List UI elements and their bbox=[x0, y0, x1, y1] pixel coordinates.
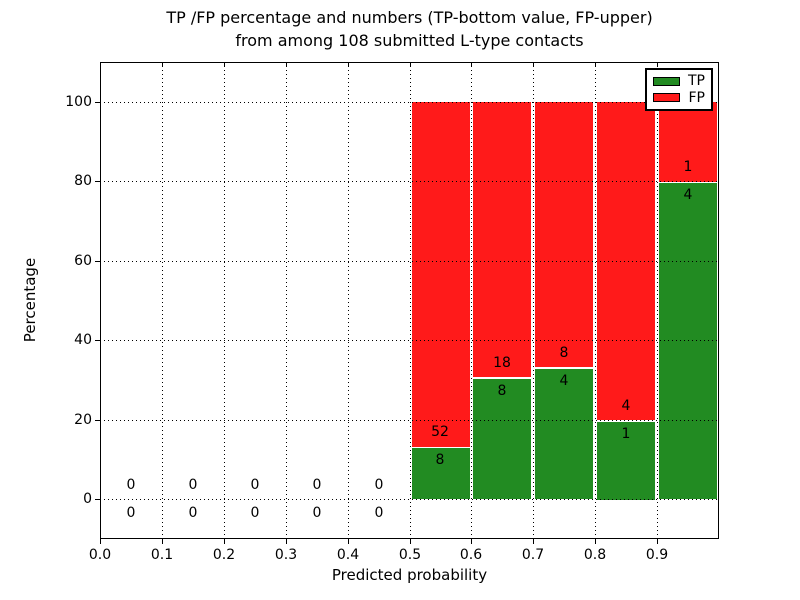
gridline-horizontal bbox=[100, 102, 719, 103]
bar-fp-segment bbox=[535, 102, 593, 367]
y-tick-label: 40 bbox=[74, 332, 92, 348]
y-tick-label: 20 bbox=[74, 412, 92, 428]
x-top-tick-mark bbox=[533, 63, 534, 67]
x-tick-label: 0.6 bbox=[459, 547, 483, 563]
y-tick-mark bbox=[95, 340, 100, 341]
gridline-vertical bbox=[410, 62, 411, 539]
y-tick-mark bbox=[95, 499, 100, 500]
x-tick-label: 0.9 bbox=[645, 547, 669, 563]
x-tick-mark bbox=[410, 539, 411, 544]
x-top-tick-mark bbox=[595, 63, 596, 67]
y-tick-mark bbox=[95, 261, 100, 262]
x-tick-mark bbox=[286, 539, 287, 544]
y-tick-mark bbox=[95, 420, 100, 421]
bar-fp-segment bbox=[473, 102, 531, 377]
chart-title: TP /FP percentage and numbers (TP-bottom… bbox=[100, 6, 719, 52]
x-tick-mark bbox=[471, 539, 472, 544]
y-axis-label: Percentage bbox=[21, 257, 39, 343]
gridline-vertical bbox=[348, 62, 349, 539]
x-top-tick-mark bbox=[657, 63, 658, 67]
fp-count-label: 0 bbox=[374, 477, 384, 493]
chart-title-line1: TP /FP percentage and numbers (TP-bottom… bbox=[166, 8, 653, 27]
gridline-horizontal bbox=[100, 261, 719, 262]
x-tick-mark bbox=[100, 539, 101, 544]
bar-tp-segment bbox=[597, 420, 655, 500]
tp-count-label: 0 bbox=[250, 505, 260, 521]
bar-tp-segment bbox=[412, 446, 470, 499]
x-tick-mark bbox=[348, 539, 349, 544]
x-top-tick-mark bbox=[224, 63, 225, 67]
gridline-vertical bbox=[162, 62, 163, 539]
bar-tp-segment bbox=[473, 377, 531, 499]
gridline-vertical bbox=[286, 62, 287, 539]
x-top-tick-mark bbox=[286, 63, 287, 67]
gridline-vertical bbox=[224, 62, 225, 539]
y-tick-label: 100 bbox=[65, 94, 92, 110]
x-tick-label: 0.0 bbox=[88, 547, 112, 563]
tp-legend-swatch-icon bbox=[653, 76, 680, 86]
x-top-tick-mark bbox=[348, 63, 349, 67]
y-tick-mark bbox=[95, 102, 100, 103]
gridline-vertical bbox=[657, 62, 658, 539]
gridline-vertical bbox=[595, 62, 596, 539]
bar-tp-segment bbox=[535, 367, 593, 499]
x-axis-label: Predicted probability bbox=[331, 566, 488, 584]
gridline-horizontal bbox=[100, 181, 719, 182]
x-tick-label: 0.8 bbox=[583, 547, 607, 563]
y-tick-label: 60 bbox=[74, 253, 92, 269]
tp-count-label: 0 bbox=[312, 505, 322, 521]
x-tick-label: 0.3 bbox=[274, 547, 298, 563]
tp-count-label: 0 bbox=[126, 505, 136, 521]
fp-legend-label: FP bbox=[688, 89, 706, 106]
fp-count-label: 0 bbox=[250, 477, 260, 493]
gridline-horizontal bbox=[100, 420, 719, 421]
gridline-vertical bbox=[533, 62, 534, 539]
legend-row-fp: FP bbox=[653, 91, 705, 105]
x-top-tick-mark bbox=[471, 63, 472, 67]
bar-fp-segment bbox=[659, 102, 717, 182]
fp-count-label: 0 bbox=[312, 477, 322, 493]
tp-count-label: 1 bbox=[621, 426, 631, 442]
y-tick-mark bbox=[95, 181, 100, 182]
tp-count-label: 8 bbox=[497, 383, 507, 399]
fp-count-label: 4 bbox=[621, 398, 631, 414]
x-top-tick-mark bbox=[410, 63, 411, 67]
x-top-tick-mark bbox=[162, 63, 163, 67]
x-tick-label: 0.4 bbox=[336, 547, 360, 563]
fp-count-label: 0 bbox=[126, 477, 136, 493]
legend-row-tp: TP bbox=[653, 74, 705, 88]
gridline-horizontal bbox=[100, 499, 719, 500]
x-tick-label: 0.2 bbox=[212, 547, 236, 563]
tp-count-label: 8 bbox=[435, 452, 445, 468]
fp-count-label: 0 bbox=[188, 477, 198, 493]
fp-count-label: 18 bbox=[493, 355, 511, 371]
tp-count-label: 0 bbox=[188, 505, 198, 521]
gridline-vertical bbox=[471, 62, 472, 539]
tp-count-label: 0 bbox=[374, 505, 384, 521]
fp-legend-swatch-icon bbox=[653, 93, 680, 103]
bar-fp-segment bbox=[412, 102, 470, 447]
tp-count-label: 4 bbox=[559, 373, 569, 389]
x-tick-mark bbox=[657, 539, 658, 544]
x-tick-mark bbox=[595, 539, 596, 544]
y-tick-label: 80 bbox=[74, 173, 92, 189]
x-tick-label: 0.1 bbox=[150, 547, 174, 563]
x-tick-label: 0.5 bbox=[398, 547, 422, 563]
gridline-horizontal bbox=[100, 340, 719, 341]
x-tick-mark bbox=[533, 539, 534, 544]
x-tick-label: 0.7 bbox=[521, 547, 545, 563]
fp-count-label: 8 bbox=[559, 345, 569, 361]
x-tick-mark bbox=[224, 539, 225, 544]
chart-title-line2: from among 108 submitted L-type contacts bbox=[235, 31, 584, 50]
legend: TP FP bbox=[645, 68, 713, 111]
x-tick-mark bbox=[162, 539, 163, 544]
y-tick-label: 0 bbox=[83, 491, 92, 507]
tp-count-label: 4 bbox=[683, 187, 693, 203]
fp-count-label: 52 bbox=[431, 424, 449, 440]
fp-count-label: 1 bbox=[683, 159, 693, 175]
tp-legend-label: TP bbox=[688, 73, 705, 90]
